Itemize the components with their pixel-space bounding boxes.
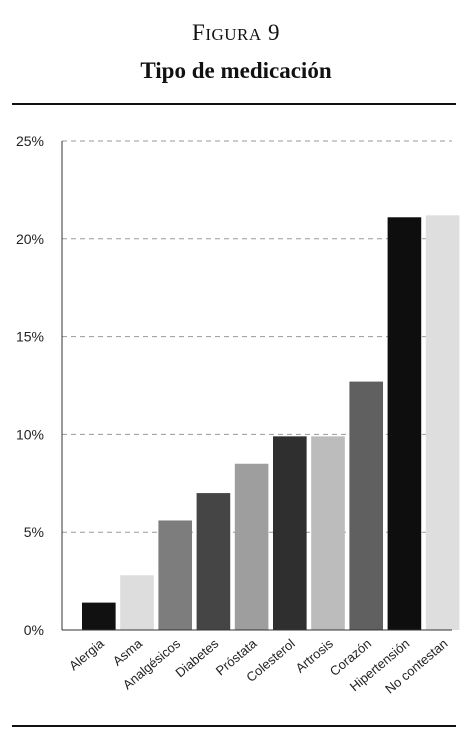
- y-tick-label: 25%: [16, 133, 44, 149]
- axes: [61, 141, 452, 631]
- y-tick-label: 0%: [24, 622, 44, 638]
- bar-artrosis: [311, 436, 345, 630]
- figure-label-word: Figura: [192, 20, 262, 45]
- x-tick-label: Alergia: [66, 635, 107, 673]
- bar-asma: [120, 575, 154, 630]
- bar-no-contestan: [425, 215, 460, 630]
- bar-diabetes: [196, 493, 231, 630]
- figure-label: Figura 9: [0, 20, 472, 46]
- x-tick-label: Diabetes: [172, 635, 221, 680]
- bar-alergia: [82, 602, 116, 630]
- figure-title: Tipo de medicación: [140, 58, 332, 83]
- grid-lines: [62, 140, 452, 533]
- bar-analg-sicos: [158, 520, 193, 630]
- y-tick-label: 15%: [16, 329, 44, 345]
- y-tick-labels: 0% 5% 10% 15% 20% 25%: [16, 133, 44, 638]
- bar-pr-stata: [234, 463, 269, 630]
- figure-number: 9: [267, 20, 280, 45]
- bar-colesterol: [273, 436, 307, 630]
- y-tick-label: 20%: [16, 231, 44, 247]
- bars: [82, 215, 460, 630]
- top-rule: [12, 103, 456, 105]
- y-tick-label: 5%: [24, 524, 44, 540]
- bar-hipertensi-n: [387, 217, 422, 630]
- x-tick-labels: Alergia AsmaAnalgésicosDiabetesPróstataCo…: [66, 635, 450, 696]
- bottom-rule: [12, 725, 456, 727]
- y-tick-label: 10%: [16, 426, 44, 442]
- bar-coraz-n: [349, 381, 384, 630]
